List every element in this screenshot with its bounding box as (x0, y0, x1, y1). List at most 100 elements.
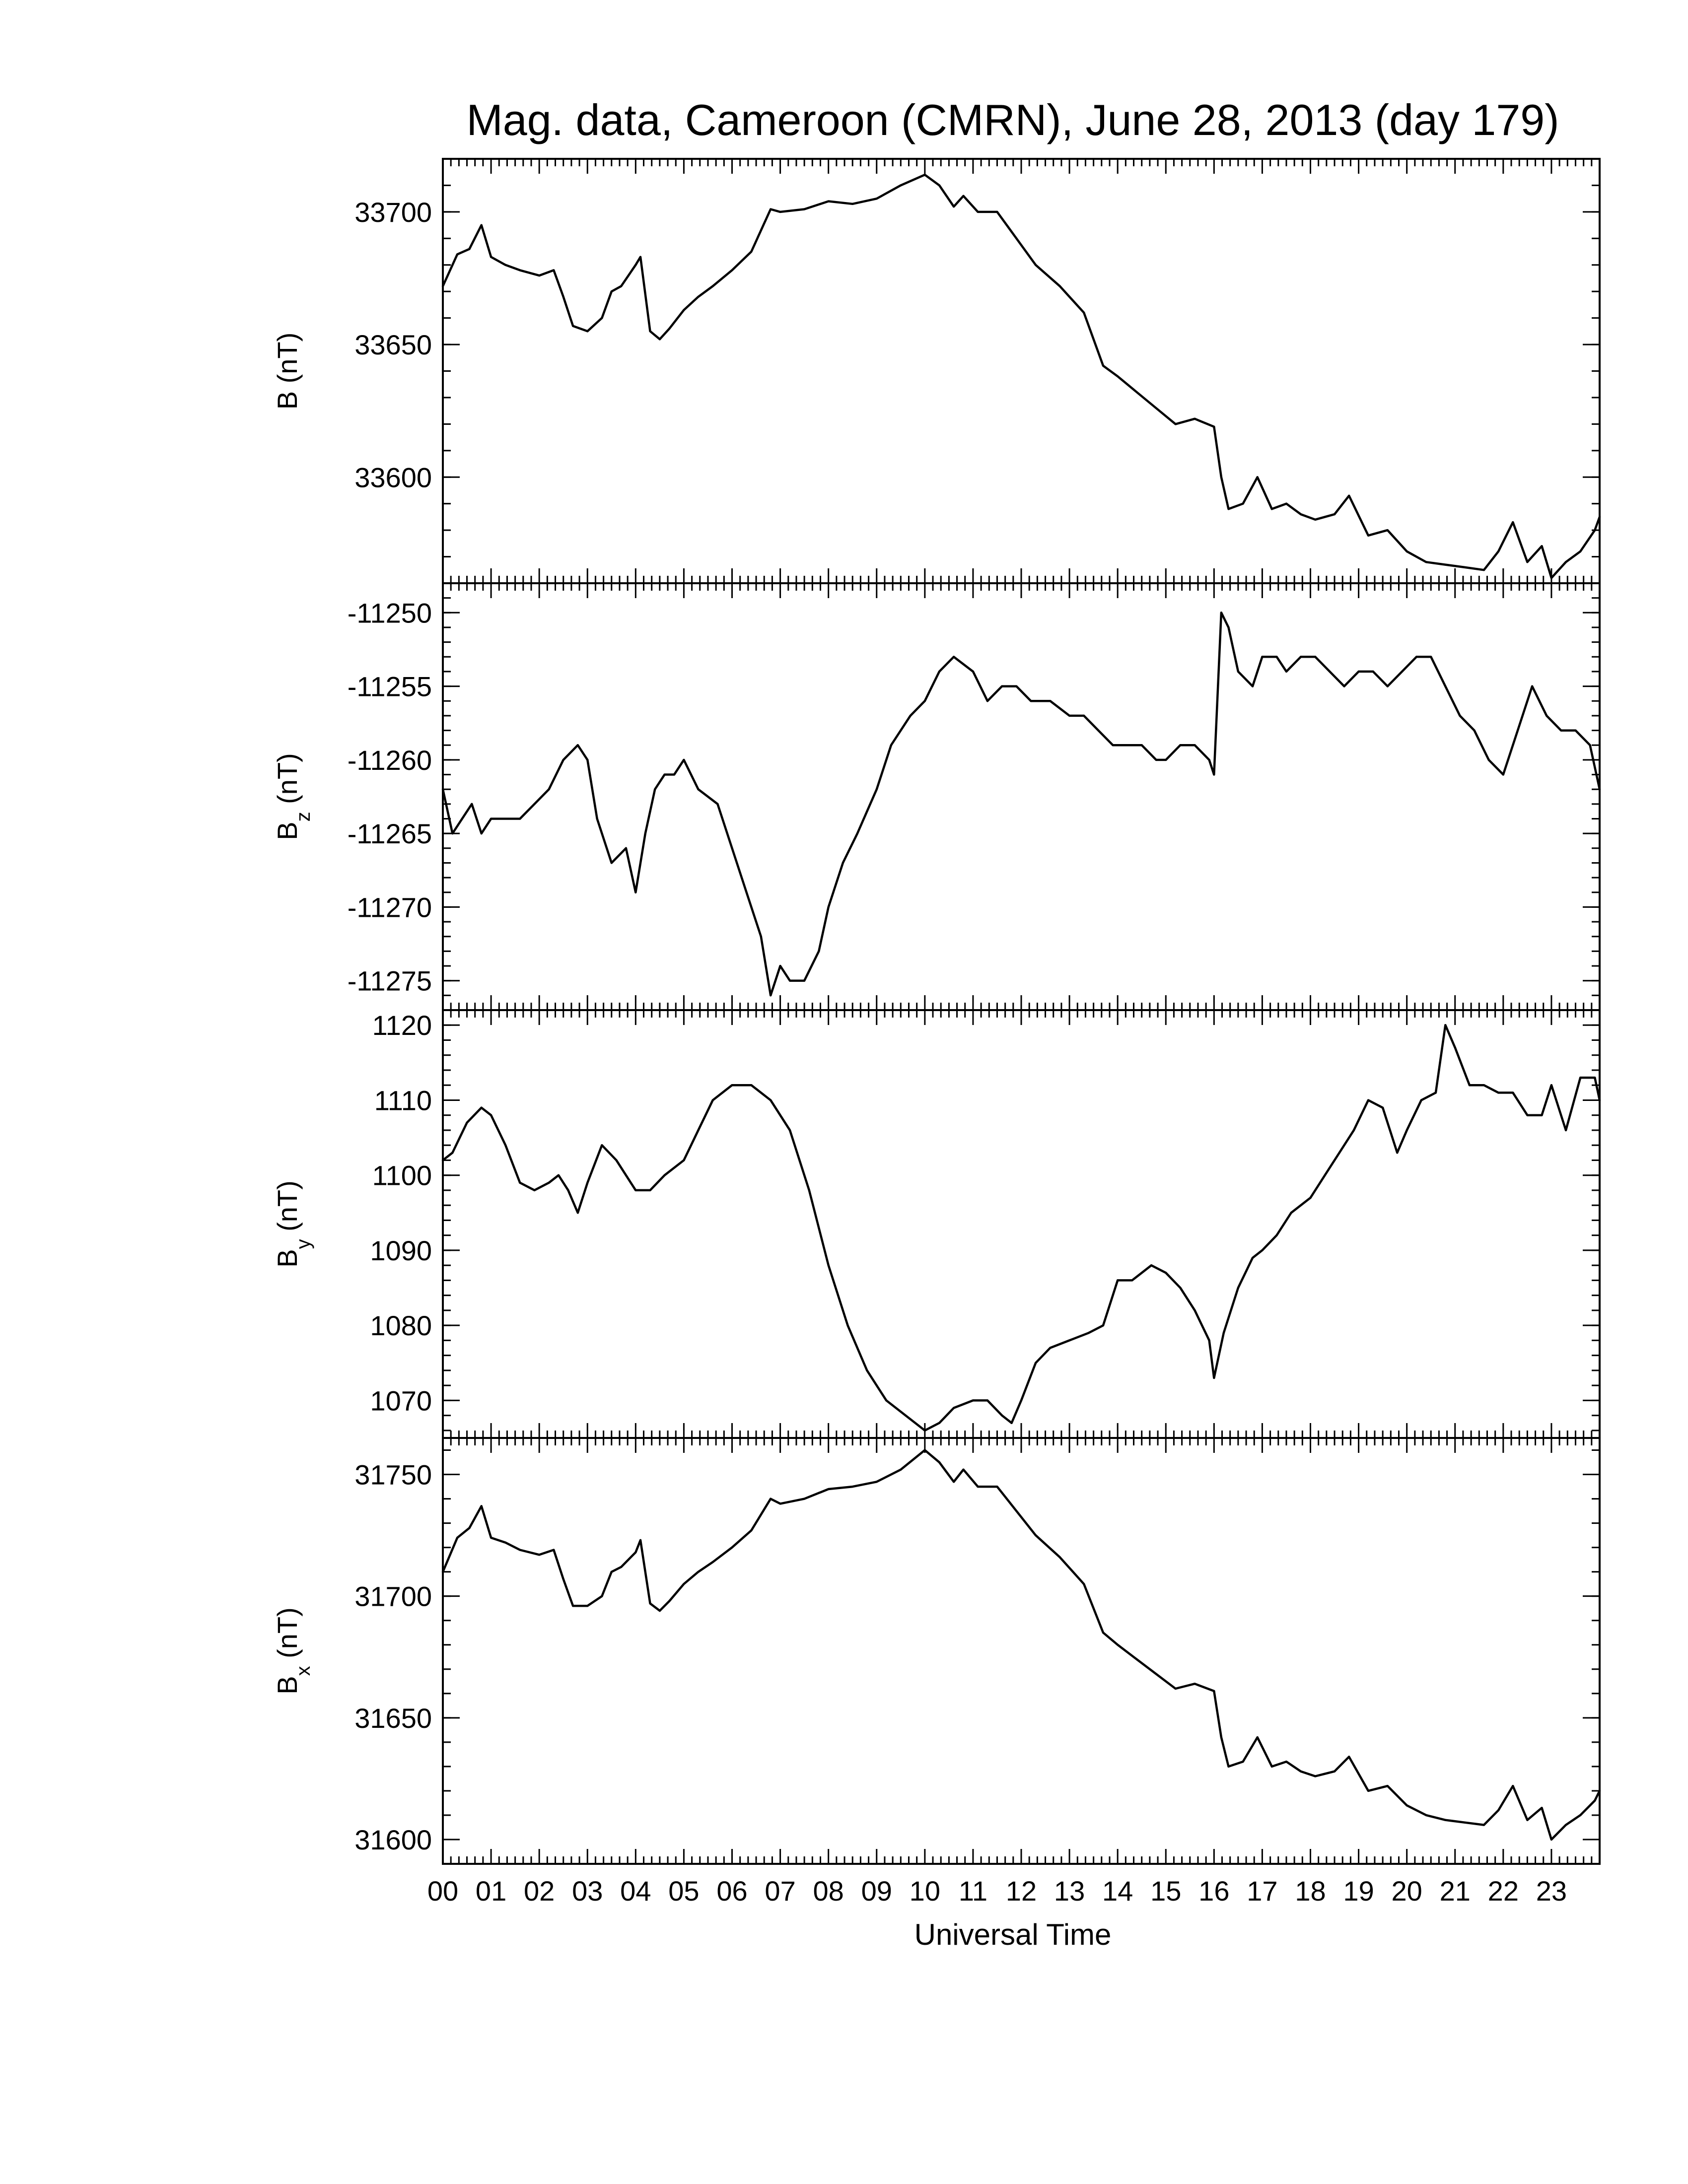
data-point (923, 174, 926, 176)
data-point (1464, 1821, 1466, 1824)
data-point (1541, 1114, 1543, 1116)
data-point (1483, 1824, 1485, 1826)
data-point (1035, 1362, 1037, 1364)
data-point (1497, 1809, 1500, 1812)
data-point (770, 1498, 772, 1500)
data-point (480, 224, 483, 226)
data-point (1396, 1152, 1399, 1154)
data-point (1526, 561, 1529, 563)
data-point (615, 1159, 618, 1161)
data-point (1010, 1422, 1013, 1424)
data-point (731, 269, 733, 272)
data-point (1049, 1347, 1052, 1349)
data-point (885, 1399, 888, 1402)
data-point (639, 256, 641, 258)
data-point (538, 274, 541, 277)
series-line-b (441, 173, 1601, 579)
data-point (1526, 1114, 1529, 1116)
data-point (519, 818, 521, 820)
data-point (1242, 502, 1244, 505)
data-point (658, 338, 661, 341)
data-point (1112, 744, 1114, 747)
data-point (1382, 1106, 1384, 1109)
y-tick-label: 31600 (354, 1824, 432, 1855)
data-point (586, 758, 589, 761)
data-point (909, 714, 912, 717)
data-point (803, 208, 806, 210)
y-tick-label: -11265 (348, 818, 432, 849)
data-point (1174, 1688, 1177, 1690)
data-point (1444, 563, 1447, 566)
data-point (634, 891, 637, 893)
data-point (1285, 1761, 1287, 1763)
data-point (586, 330, 589, 333)
y-axis-label-unit: (nT) (272, 1180, 303, 1239)
data-point (1227, 626, 1230, 628)
data-point (1001, 1414, 1003, 1417)
data-point (1252, 685, 1254, 687)
data-point (490, 1114, 492, 1116)
x-tick-label: 10 (910, 1875, 940, 1907)
data-point (504, 818, 507, 820)
data-point (620, 1566, 623, 1568)
data-point (986, 700, 988, 702)
data-point (996, 1486, 998, 1488)
data-point (1140, 744, 1143, 747)
data-point (468, 248, 471, 250)
data-point (750, 251, 753, 253)
data-point (697, 1129, 700, 1131)
data-point (451, 832, 454, 835)
data-point (770, 208, 772, 210)
data-point (1348, 494, 1350, 497)
data-point (1406, 550, 1408, 552)
data-point (1300, 513, 1302, 516)
y-tick-label: -11250 (348, 597, 432, 628)
data-point (1030, 700, 1032, 702)
data-point (634, 1551, 637, 1554)
data-point (803, 1498, 806, 1500)
data-point (1425, 561, 1427, 563)
data-point (1594, 1799, 1596, 1802)
x-tick-label: 17 (1247, 1875, 1277, 1907)
data-point (1367, 534, 1369, 537)
data-point (923, 1449, 926, 1451)
data-point (1517, 729, 1519, 732)
y-tick-label: 33650 (354, 329, 432, 360)
data-point (1430, 656, 1432, 658)
data-point (1237, 670, 1239, 673)
data-point (1550, 1084, 1552, 1087)
data-point (977, 210, 979, 213)
data-point (875, 198, 878, 200)
data-point (1131, 1279, 1133, 1282)
y-axis-label-symbol: B (272, 1676, 303, 1694)
data-point (562, 758, 564, 761)
data-point (1015, 237, 1018, 240)
x-tick-label: 19 (1343, 1875, 1374, 1907)
y-tick-label: 31650 (354, 1703, 432, 1734)
data-point (856, 832, 858, 835)
data-point (1459, 714, 1461, 717)
data-point (1512, 1092, 1514, 1094)
x-tick-label: 13 (1054, 1875, 1085, 1907)
panel-3: 1070 1080 1090 1100 1110 1120 By (nT) (272, 1009, 1601, 1439)
data-point (620, 285, 623, 287)
data-point (683, 1583, 685, 1585)
data-point (572, 325, 574, 327)
y-axis-label-symbol: B (272, 391, 303, 410)
data-point (601, 1595, 603, 1597)
data-point (1338, 1152, 1340, 1154)
x-tick-label: 07 (765, 1875, 795, 1907)
data-point (953, 1481, 955, 1483)
data-point (789, 979, 791, 982)
x-tick-label: 01 (476, 1875, 506, 1907)
data-point (1565, 561, 1567, 563)
data-point (610, 290, 613, 293)
data-point (466, 1121, 468, 1124)
data-point (750, 1084, 753, 1087)
data-point (1270, 508, 1273, 510)
data-point (576, 1212, 579, 1214)
data-point (1425, 1814, 1427, 1816)
x-tick-label: 05 (668, 1875, 699, 1907)
data-point (770, 994, 772, 997)
data-point (1434, 1092, 1437, 1094)
